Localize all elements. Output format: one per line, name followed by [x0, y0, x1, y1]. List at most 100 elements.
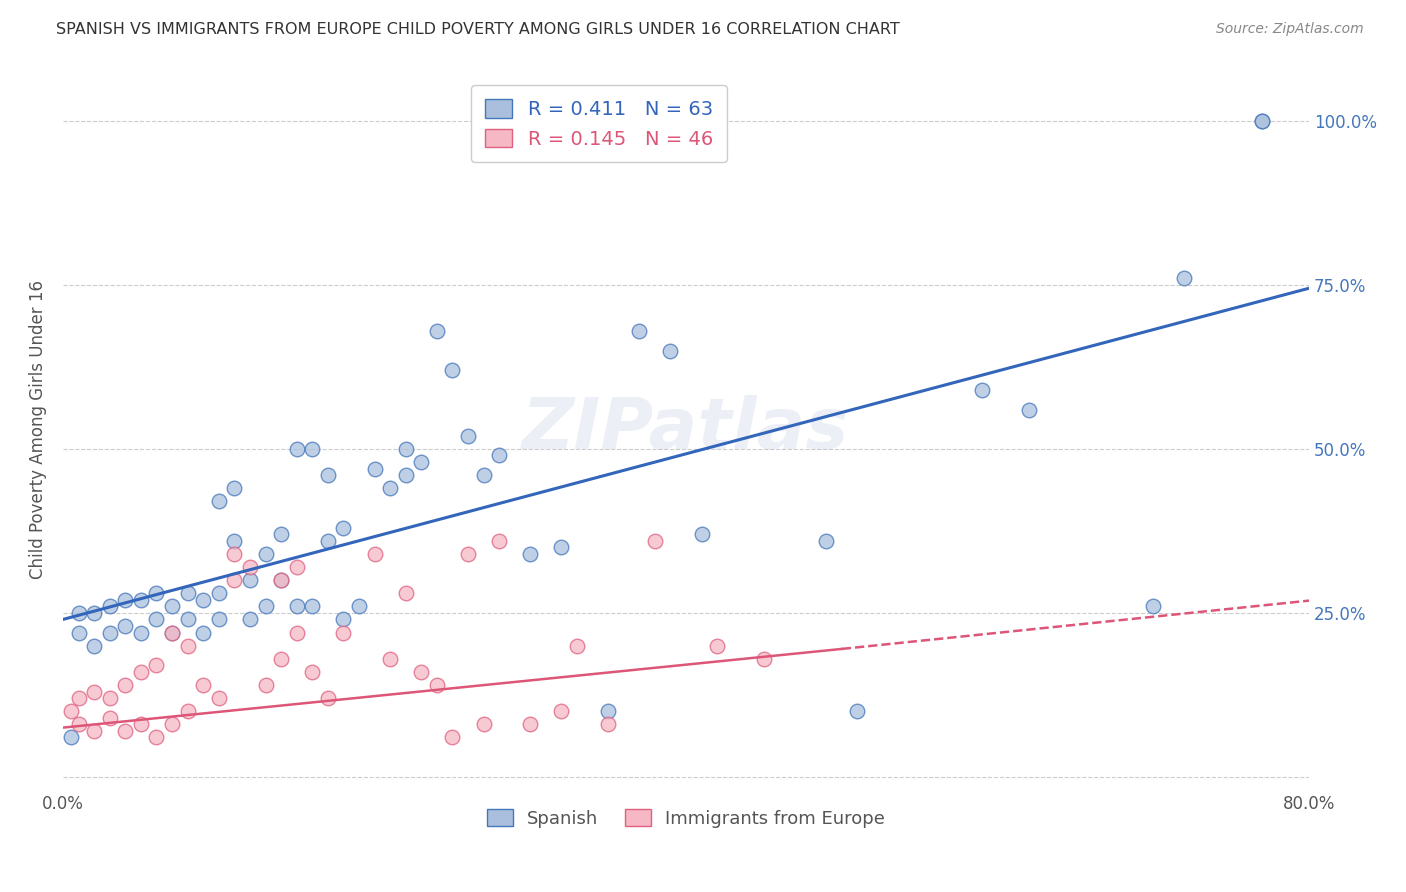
Point — [411, 455, 433, 469]
Text: Source: ZipAtlas.com: Source: ZipAtlas.com — [1216, 22, 1364, 37]
Point — [114, 723, 136, 738]
Point — [628, 324, 651, 338]
Point — [208, 612, 231, 626]
Point — [332, 625, 354, 640]
Point — [598, 704, 620, 718]
Point — [270, 573, 292, 587]
Point — [411, 665, 433, 679]
Point — [114, 678, 136, 692]
Point — [59, 731, 82, 745]
Point — [224, 533, 246, 548]
Point — [441, 363, 464, 377]
Point — [193, 592, 215, 607]
Point — [59, 704, 82, 718]
Point — [114, 592, 136, 607]
Point — [145, 658, 167, 673]
Point — [254, 547, 277, 561]
Point — [395, 468, 418, 483]
Point — [970, 383, 993, 397]
Point — [176, 704, 198, 718]
Point — [129, 625, 152, 640]
Point — [145, 586, 167, 600]
Point — [270, 652, 292, 666]
Point — [301, 599, 323, 614]
Point — [83, 639, 105, 653]
Point — [301, 442, 323, 456]
Point — [472, 717, 495, 731]
Point — [472, 468, 495, 483]
Point — [644, 533, 666, 548]
Point — [1142, 599, 1164, 614]
Point — [98, 625, 121, 640]
Point — [176, 612, 198, 626]
Point — [160, 625, 183, 640]
Point — [145, 731, 167, 745]
Point — [67, 717, 90, 731]
Point — [457, 547, 479, 561]
Point — [488, 449, 510, 463]
Point — [659, 343, 682, 358]
Text: SPANISH VS IMMIGRANTS FROM EUROPE CHILD POVERTY AMONG GIRLS UNDER 16 CORRELATION: SPANISH VS IMMIGRANTS FROM EUROPE CHILD … — [56, 22, 900, 37]
Point — [208, 494, 231, 508]
Point — [550, 704, 572, 718]
Point — [98, 599, 121, 614]
Point — [1018, 402, 1040, 417]
Point — [114, 619, 136, 633]
Point — [129, 592, 152, 607]
Point — [193, 678, 215, 692]
Point — [129, 717, 152, 731]
Point — [83, 684, 105, 698]
Point — [347, 599, 370, 614]
Point — [285, 442, 308, 456]
Point — [208, 691, 231, 706]
Point — [752, 652, 775, 666]
Point — [224, 481, 246, 495]
Point — [285, 625, 308, 640]
Point — [67, 606, 90, 620]
Point — [176, 586, 198, 600]
Point — [441, 731, 464, 745]
Point — [378, 652, 401, 666]
Point — [598, 717, 620, 731]
Text: ZIPatlas: ZIPatlas — [523, 395, 849, 464]
Point — [254, 599, 277, 614]
Point — [363, 461, 385, 475]
Point — [565, 639, 588, 653]
Point — [426, 324, 449, 338]
Legend: Spanish, Immigrants from Europe: Spanish, Immigrants from Europe — [479, 802, 891, 835]
Point — [1251, 114, 1274, 128]
Point — [83, 606, 105, 620]
Point — [160, 599, 183, 614]
Point — [690, 527, 713, 541]
Point — [285, 599, 308, 614]
Y-axis label: Child Poverty Among Girls Under 16: Child Poverty Among Girls Under 16 — [30, 280, 46, 579]
Point — [224, 573, 246, 587]
Point — [457, 429, 479, 443]
Point — [519, 547, 541, 561]
Point — [316, 691, 339, 706]
Point — [193, 625, 215, 640]
Point — [160, 717, 183, 731]
Point — [395, 586, 418, 600]
Point — [519, 717, 541, 731]
Point — [67, 625, 90, 640]
Point — [316, 533, 339, 548]
Point — [239, 560, 262, 574]
Point — [846, 704, 869, 718]
Point — [285, 560, 308, 574]
Point — [176, 639, 198, 653]
Point — [395, 442, 418, 456]
Point — [270, 527, 292, 541]
Point — [815, 533, 838, 548]
Point — [488, 533, 510, 548]
Point — [332, 612, 354, 626]
Point — [239, 612, 262, 626]
Point — [129, 665, 152, 679]
Point — [363, 547, 385, 561]
Point — [378, 481, 401, 495]
Point — [1173, 271, 1195, 285]
Point — [239, 573, 262, 587]
Point — [83, 723, 105, 738]
Point — [316, 468, 339, 483]
Point — [706, 639, 728, 653]
